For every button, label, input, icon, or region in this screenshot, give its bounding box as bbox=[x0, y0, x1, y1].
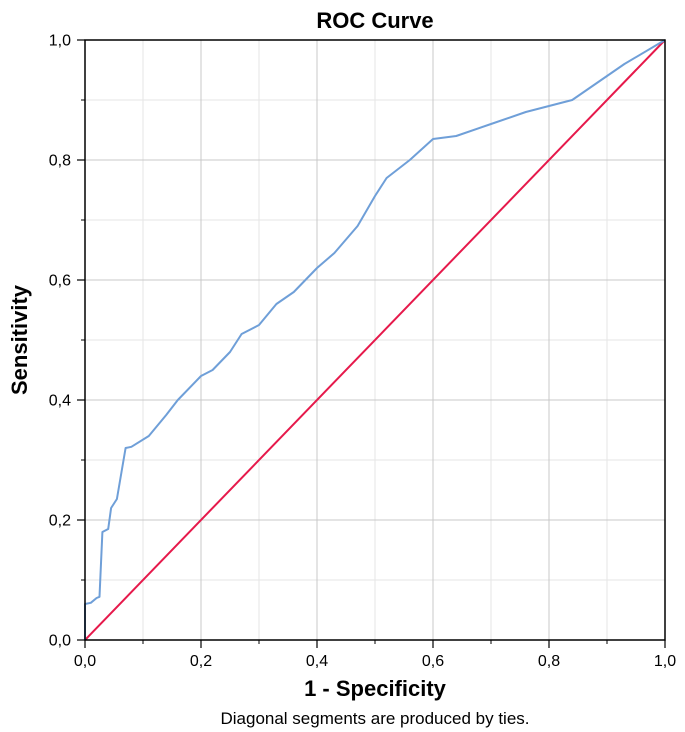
x-tick-label: 0,0 bbox=[74, 653, 96, 670]
y-tick-label: 0,2 bbox=[49, 513, 71, 530]
y-tick-label: 0,4 bbox=[49, 393, 71, 410]
x-tick-label: 0,4 bbox=[306, 653, 328, 670]
chart-title: ROC Curve bbox=[316, 8, 433, 33]
y-tick-label: 0,0 bbox=[49, 633, 71, 650]
x-tick-label: 0,6 bbox=[422, 653, 444, 670]
y-axis-label: Sensitivity bbox=[7, 284, 32, 395]
roc-chart-container: 0,0 0,2 0,4 0,6 0,8 1,0 0,0 0,2 0,4 0,6 0,8 1,0 ROC … bbox=[0, 0, 685, 732]
y-tick-label: 0,8 bbox=[49, 153, 71, 170]
x-tick-label: 1,0 bbox=[654, 653, 676, 670]
roc-chart-svg: 0,0 0,2 0,4 0,6 0,8 1,0 0,0 0,2 0,4 0,6 0,8 1,0 ROC … bbox=[0, 0, 685, 732]
x-tick-label: 0,2 bbox=[190, 653, 212, 670]
chart-caption: Diagonal segments are produced by ties. bbox=[220, 709, 529, 728]
y-tick-label: 1,0 bbox=[49, 33, 71, 50]
y-tick-label: 0,6 bbox=[49, 273, 71, 290]
x-axis-label: 1 - Specificity bbox=[304, 676, 447, 701]
x-tick-label: 0,8 bbox=[538, 653, 560, 670]
